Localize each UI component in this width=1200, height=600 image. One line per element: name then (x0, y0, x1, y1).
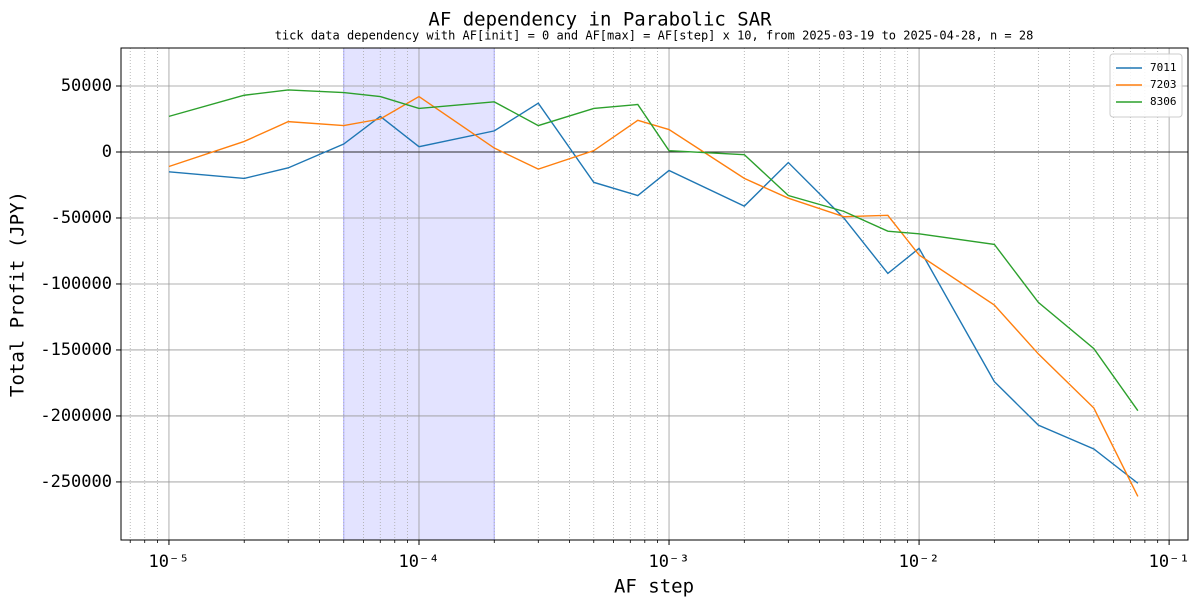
x-axis-label: AF step (614, 576, 694, 598)
line-series (168, 102, 1139, 484)
legend-label: 7011 (1150, 61, 1177, 74)
x-tick-label: 10⁻⁴ (399, 552, 440, 572)
y-tick-label: 50000 (61, 76, 112, 96)
x-tick-label: 10⁻¹ (1149, 552, 1190, 572)
y-tick-label: 0 (102, 142, 112, 162)
y-tick-label: -150000 (40, 340, 112, 360)
y-axis-label: Total Profit (JPY) (7, 191, 29, 397)
x-tick-label: 10⁻⁵ (148, 552, 189, 572)
chart-title: AF dependency in Parabolic SAR (428, 9, 772, 31)
legend-box (1109, 53, 1183, 118)
y-tick-label: -100000 (40, 274, 112, 294)
legend-label: 8306 (1150, 95, 1177, 108)
x-tick-label: 10⁻³ (649, 552, 690, 572)
line-series (168, 95, 1139, 497)
chart-subtitle: tick data dependency with AF[init] = 0 a… (275, 29, 1034, 43)
legend-label: 7203 (1150, 78, 1177, 91)
x-tick-label: 10⁻² (899, 552, 940, 572)
line-series (168, 89, 1139, 412)
y-tick-label: -50000 (51, 208, 112, 228)
y-tick-label: -200000 (40, 406, 112, 426)
y-tick-label: -250000 (40, 472, 112, 492)
plot-frame (120, 47, 1189, 541)
